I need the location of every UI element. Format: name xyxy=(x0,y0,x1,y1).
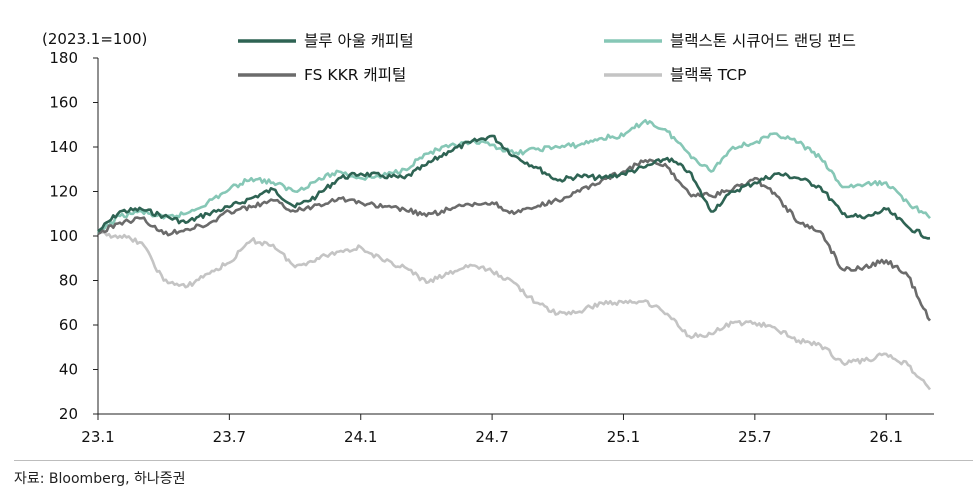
series-line-2 xyxy=(97,158,932,322)
x-tick-label: 25.1 xyxy=(607,428,640,446)
series-lines xyxy=(96,119,932,391)
legend-label: 블랙스톤 시큐어드 랜딩 펀드 xyxy=(670,32,856,50)
series-line-0 xyxy=(97,134,931,240)
y-tick-label: 60 xyxy=(59,316,78,334)
chart: (2023.1=100) 20 40 60 80 100 120 140 160 180 23.… xyxy=(42,30,934,446)
y-tick-label: 120 xyxy=(49,183,78,201)
legend: 블루 아울 캐피털 블랙스톤 시큐어드 랜딩 펀드 FS KKR 캐피털 블랙록 TC… xyxy=(238,32,856,84)
x-tick-label: 24.1 xyxy=(344,428,377,446)
y-axis-unit-label: (2023.1=100) xyxy=(42,30,147,48)
y-tick-label: 20 xyxy=(59,405,78,423)
series-line-3 xyxy=(97,230,932,391)
y-tick-label: 80 xyxy=(59,272,78,290)
x-tick-label: 23.1 xyxy=(81,428,114,446)
y-tick-label: 40 xyxy=(59,361,78,379)
y-axis: 20 40 60 80 100 120 140 160 180 xyxy=(49,49,99,423)
y-tick-label: 140 xyxy=(49,138,78,156)
x-tick-label: 24.7 xyxy=(475,428,508,446)
series-line-1 xyxy=(96,119,931,235)
x-tick-label: 25.7 xyxy=(738,428,771,446)
legend-label: FS KKR 캐피털 xyxy=(304,66,406,84)
y-tick-label: 160 xyxy=(49,94,78,112)
legend-label: 블랙록 TCP xyxy=(670,66,746,84)
x-tick-label: 26.1 xyxy=(870,428,903,446)
legend-label: 블루 아울 캐피털 xyxy=(304,32,414,50)
y-tick-label: 100 xyxy=(49,227,78,245)
x-axis: 23.1 23.7 24.1 24.7 25.1 25.7 26.1 xyxy=(81,413,934,446)
x-tick-label: 23.7 xyxy=(213,428,246,446)
source-note: 자료: Bloomberg, 하나증권 xyxy=(14,471,186,487)
source-divider xyxy=(14,460,973,461)
y-tick-label: 180 xyxy=(49,49,78,67)
